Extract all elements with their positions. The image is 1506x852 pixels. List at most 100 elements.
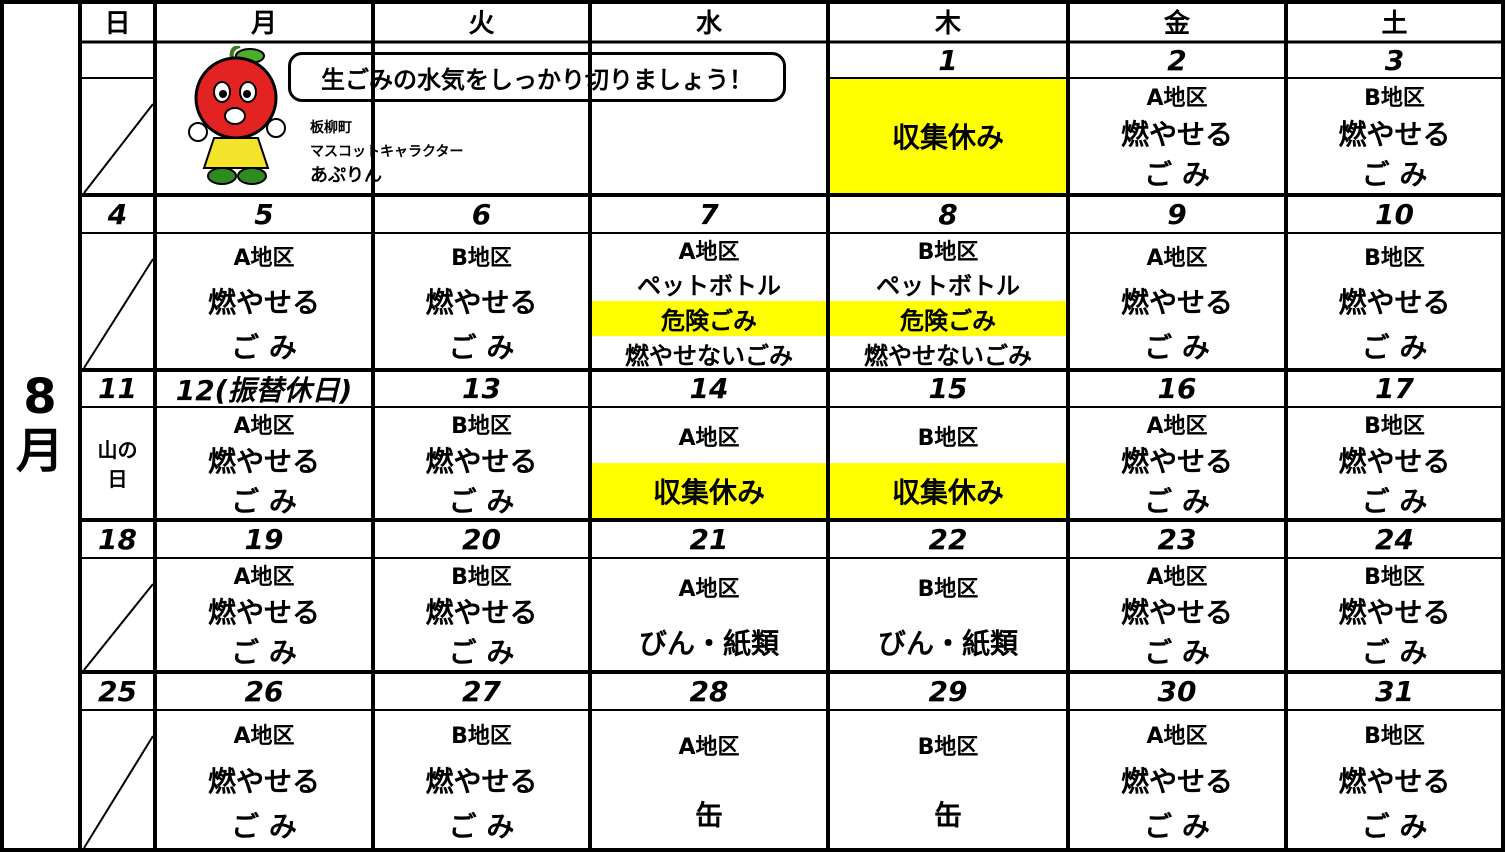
date-number: 26	[244, 674, 284, 708]
collection-item: 缶	[694, 798, 723, 832]
collection-item: 燃やせる	[1338, 286, 1451, 319]
collection-item: 燃やせる	[207, 286, 320, 319]
weekday-header: 月	[250, 8, 277, 39]
month-label: 8月	[15, 369, 64, 479]
day-content: B地区 燃やせるご み	[375, 559, 588, 670]
collection-item: 燃やせる	[425, 764, 538, 798]
collection-item: ご み	[1144, 810, 1210, 844]
date-number: 13	[462, 372, 501, 405]
collection-item: ご み	[1361, 810, 1428, 844]
collection-item: 燃やせないごみ	[625, 342, 793, 370]
collection-item: 燃やせる	[1120, 286, 1233, 319]
collection-item: ご み	[1144, 158, 1210, 191]
collection-item: ペットボトル	[637, 272, 781, 300]
collection-item: 燃やせる	[207, 445, 320, 478]
collection-item: B地区	[1364, 414, 1425, 439]
collection-item: A地区	[1146, 246, 1208, 272]
day-content: B地区ペットボトル 危険ごみ燃やせないごみ	[830, 234, 1066, 370]
date-number: 21	[689, 522, 729, 556]
collection-item: B地区	[917, 240, 979, 265]
collection-item: ご み	[1361, 158, 1428, 191]
diagonal-slash	[83, 258, 154, 369]
date-number: 4	[107, 197, 128, 231]
day-content: B地区缶	[830, 711, 1066, 848]
collection-item: 危険ごみ	[830, 301, 1066, 336]
date-number: 2	[1167, 43, 1187, 77]
collection-item: A地区	[678, 240, 740, 265]
caption-line: あぷりん	[310, 165, 382, 186]
collection-item: ご み	[1361, 330, 1428, 364]
date-number: 28	[689, 674, 729, 708]
collection-item: 燃やせる	[1338, 596, 1451, 629]
date-number: 30	[1157, 674, 1197, 708]
collection-item: 燃やせる	[1120, 596, 1233, 629]
collection-item: B地区	[1364, 246, 1425, 272]
weekday-header: 火	[468, 8, 495, 39]
collection-item: ご み	[448, 810, 515, 844]
day-content: B地区 燃やせるご み	[1288, 79, 1501, 193]
collection-item: B地区	[451, 723, 512, 749]
collection-item: A地区	[233, 246, 295, 272]
date-number: 1	[938, 43, 958, 77]
collection-item: A地区	[1146, 723, 1208, 749]
speech-bubble: 生ごみの水気をしっかり切りましょう！	[288, 52, 786, 102]
date-number: 29	[928, 674, 968, 708]
day-content: 収集休み	[830, 79, 1066, 193]
date-number: 31	[1375, 674, 1414, 708]
collection-item: B地区	[1364, 723, 1425, 749]
collection-item: ご み	[231, 485, 297, 518]
caption-line: マスコットキャラクター	[310, 144, 464, 160]
collection-item: びん・紙類	[877, 627, 1018, 661]
day-content: B地区 びん・紙類	[830, 559, 1066, 670]
collection-item: 日	[107, 467, 128, 491]
collection-item: 燃やせる	[425, 596, 538, 629]
collection-item: ペットボトル	[876, 272, 1020, 300]
date-number: 5	[254, 197, 274, 231]
collection-item: 収集休み	[830, 79, 1066, 193]
collection-item: 燃やせないごみ	[864, 342, 1032, 370]
day-content: A地区燃やせるご み	[1070, 234, 1284, 368]
collection-item: 危険ごみ	[592, 301, 826, 336]
day-content: A地区 燃やせるご み	[157, 711, 371, 848]
day-content: A地区燃やせるご み	[157, 408, 371, 518]
diagonal-slash	[83, 583, 154, 671]
collection-item: 燃やせる	[207, 764, 320, 798]
collection-item: A地区	[233, 414, 295, 439]
date-number: 16	[1157, 372, 1197, 405]
collection-item: A地区	[233, 723, 295, 749]
date-number: 14	[689, 372, 729, 405]
weekday-header: 土	[1381, 8, 1408, 39]
collection-item: 燃やせる	[1338, 445, 1451, 478]
collection-item: ご み	[1144, 330, 1210, 364]
weekday-header: 木	[934, 8, 961, 39]
date-number: 10	[1375, 197, 1414, 231]
date-number: 7	[699, 197, 719, 231]
diagonal-slash	[83, 103, 154, 194]
date-number: 25	[98, 674, 137, 708]
date-number: 24	[1375, 522, 1414, 556]
collection-item: B地区	[917, 425, 979, 451]
day-content: A地区 燃やせるご み	[1070, 79, 1284, 193]
collection-item: B地区	[1364, 565, 1425, 590]
collection-item: 燃やせる	[1120, 764, 1233, 798]
date-number: 23	[1157, 522, 1197, 556]
collection-item: ご み	[1144, 636, 1210, 669]
day-content: 山の日	[82, 408, 153, 518]
day-content: B地区 燃やせるご み	[1288, 559, 1501, 670]
collection-item: B地区	[1364, 86, 1425, 111]
mascot-area: 生ごみの水気をしっかり切りましょう！ 板柳町 マスコットキャラクター あぷりん	[160, 46, 824, 192]
collection-item: A地区	[1146, 86, 1208, 111]
day-content: A地区燃やせるご み	[1070, 711, 1284, 848]
collection-item: 収集休み	[592, 463, 826, 518]
collection-item: A地区	[1146, 565, 1208, 590]
date-number: 6	[471, 197, 492, 231]
day-content: B地区 燃やせるご み	[1288, 711, 1501, 848]
weekday-header: 金	[1163, 8, 1190, 39]
collection-item: A地区	[678, 735, 740, 761]
collection-item: 燃やせる	[425, 445, 538, 478]
weekday-header: 水	[695, 8, 722, 39]
date-number: 27	[462, 674, 501, 708]
collection-item: びん・紙類	[638, 627, 779, 661]
